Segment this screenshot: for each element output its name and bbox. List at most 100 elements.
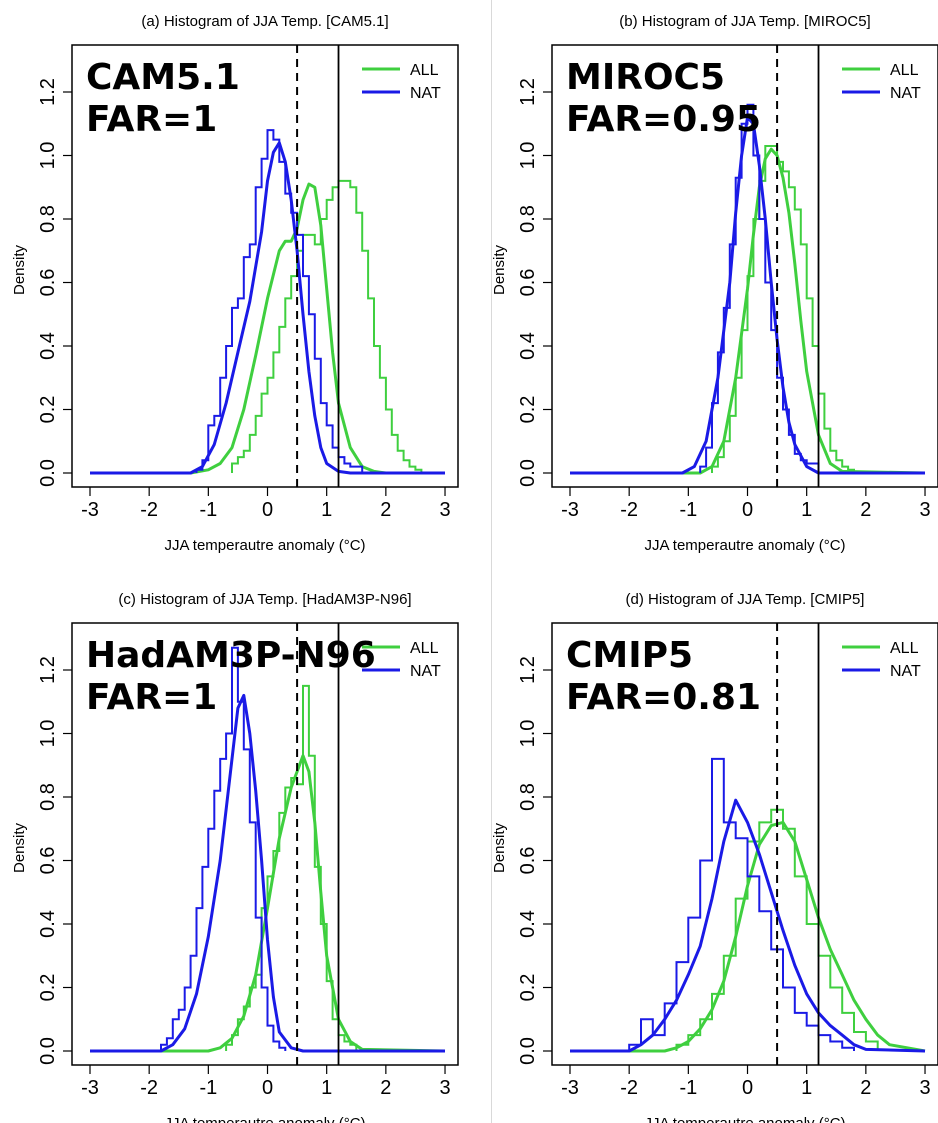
panel-c-x-tick-label: -1 [199, 1077, 217, 1099]
panel-d-plot-frame [551, 622, 938, 1066]
panel-a-x-tick-label: -1 [199, 499, 217, 521]
panel-b: (b) Histogram of JJA Temp. [MIROC5] -3 -2 -… [491, 13, 938, 554]
panel-c-y-tick-label: 0.4 [37, 910, 59, 938]
panel-c-y-axis-label: Density [11, 822, 28, 873]
panel-d-y-axis-label: Density [491, 822, 508, 873]
panel-c-x-tick-label: 0 [262, 1077, 273, 1099]
panel-c-plot-frame [71, 622, 459, 1066]
panel-d-legend-all-label: ALL [890, 640, 919, 657]
panel-d: (d) Histogram of JJA Temp. [CMIP5] -3 -2 -1… [491, 591, 938, 1123]
panel-b-nat-density-curve [570, 115, 925, 475]
panel-divider [491, 0, 492, 1123]
panel-d-y-tick-label: 1.2 [517, 656, 539, 684]
panel-a-y-tick-label: 0.0 [37, 459, 59, 487]
panel-b-x-tick-label: -3 [561, 499, 579, 521]
panel-a: (a) Histogram of JJA Temp. [CAM5.1] -3 -2 -… [11, 13, 459, 554]
panel-c-y-tick-label: 1.2 [37, 656, 59, 684]
panel-a-x-tick-label: -3 [81, 499, 99, 521]
panel-c-y-tick-label: 0.2 [37, 974, 59, 1002]
panel-b-x-tick-label: -2 [620, 499, 638, 521]
panel-d-legend-nat-label: NAT [890, 663, 921, 680]
panel-c-x-tick-label: -2 [140, 1077, 158, 1099]
panel-c-x-tick-label: 2 [380, 1077, 391, 1099]
panel-c-legend-nat-label: NAT [410, 663, 441, 680]
panel-b-x-tick-label: -1 [679, 499, 697, 521]
panel-c-x-tick-label: 3 [439, 1077, 450, 1099]
panel-b-legend-all-label: ALL [890, 62, 919, 79]
panel-a-x-tick-label: 0 [262, 499, 273, 521]
panel-d-x-tick-label: -2 [620, 1077, 638, 1099]
panel-d-x-tick-label: 1 [801, 1077, 812, 1099]
panel-a-all-density-curve [90, 182, 445, 475]
panel-a-x-tick-label: 2 [380, 499, 391, 521]
panel-a-y-tick-label: 1.2 [37, 78, 59, 106]
panel-a-all-histogram [231, 179, 423, 473]
panel-d-y-tick-label: 0.8 [517, 783, 539, 811]
panel-c-all-histogram [225, 684, 358, 1051]
panel-b-model-label: MIROC5 [566, 57, 725, 98]
panel-d-nat-density-curve [570, 798, 926, 1053]
panel-b-x-tick-label: 0 [742, 499, 753, 521]
panel-a-legend-all-label: ALL [410, 62, 439, 79]
panel-c-y-tick-label: 0.6 [37, 847, 59, 875]
panel-d-x-tick-label: -1 [679, 1077, 697, 1099]
panel-c-x-tick-label: -3 [81, 1077, 99, 1099]
panel-d-model-label: CMIP5 [566, 635, 693, 676]
panel-d-far-label: FAR=0.81 [566, 677, 761, 718]
panel-b-x-tick-label: 2 [860, 499, 871, 521]
panel-c-y-tick-label: 0.8 [37, 783, 59, 811]
panel-d-title: (d) Histogram of JJA Temp. [CMIP5] [626, 591, 865, 608]
panel-a-far-label: FAR=1 [86, 99, 217, 140]
panel-d-all-histogram [675, 808, 879, 1051]
panel-d-x-tick-label: 3 [919, 1077, 930, 1099]
panel-b-far-label: FAR=0.95 [566, 99, 761, 140]
panel-b-plot-frame [551, 44, 938, 488]
panel-c-far-label: FAR=1 [86, 677, 217, 718]
panel-a-x-tick-label: -2 [140, 499, 158, 521]
panel-c-x-axis-label: JJA temperautre anomaly (°C) [164, 1115, 365, 1123]
panel-b-y-tick-label: 1.0 [517, 142, 539, 170]
panel-b-y-axis-label: Density [491, 244, 508, 295]
panel-c-nat-density-curve [90, 693, 445, 1053]
panel-a-nat-histogram [195, 129, 364, 473]
panel-a-data-layer [90, 129, 445, 475]
panel-c-nat-histogram [160, 646, 287, 1051]
panel-d-x-tick-label: 0 [742, 1077, 753, 1099]
panel-b-legend-nat-label: NAT [890, 85, 921, 102]
panel-b-all-histogram [711, 145, 855, 473]
panel-d-y-tick-label: 0.0 [517, 1037, 539, 1065]
panel-b-y-tick-label: 0.2 [517, 396, 539, 424]
panel-d-y-tick-label: 0.6 [517, 847, 539, 875]
panel-c-data-layer [90, 646, 446, 1053]
panel-d-y-tick-label: 0.2 [517, 974, 539, 1002]
panel-a-x-axis-label: JJA temperautre anomaly (°C) [164, 537, 365, 554]
panel-d-x-tick-label: 2 [860, 1077, 871, 1099]
panel-a-y-tick-label: 0.2 [37, 396, 59, 424]
panel-d-y-tick-label: 1.0 [517, 720, 539, 748]
panel-c: (c) Histogram of JJA Temp. [HadAM3P-N96]… [11, 591, 459, 1123]
panel-c-title: (c) Histogram of JJA Temp. [HadAM3P-N96] [118, 591, 411, 608]
panel-c-y-tick-label: 1.0 [37, 720, 59, 748]
panel-b-y-tick-label: 0.4 [517, 332, 539, 360]
panel-a-y-tick-label: 1.0 [37, 142, 59, 170]
panel-a-y-tick-label: 0.4 [37, 332, 59, 360]
panel-a-nat-density-curve [90, 141, 445, 475]
panel-b-title: (b) Histogram of JJA Temp. [MIROC5] [619, 13, 870, 30]
panel-a-plot-frame [71, 44, 459, 488]
panel-a-legend-nat-label: NAT [410, 85, 441, 102]
panel-d-data-layer [570, 757, 926, 1053]
panel-b-all-density-curve [570, 147, 926, 475]
panel-d-x-tick-label: -3 [561, 1077, 579, 1099]
panel-b-x-axis-label: JJA temperautre anomaly (°C) [644, 537, 845, 554]
panel-c-model-label: HadAM3P-N96 [86, 635, 376, 676]
panel-c-legend-all-label: ALL [410, 640, 439, 657]
panel-d-x-axis-label: JJA temperautre anomaly (°C) [644, 1115, 845, 1123]
panel-b-y-tick-label: 0.0 [517, 459, 539, 487]
panel-b-y-tick-label: 1.2 [517, 78, 539, 106]
panel-b-y-tick-label: 0.8 [517, 205, 539, 233]
panel-b-x-tick-label: 3 [919, 499, 930, 521]
panel-d-y-tick-label: 0.4 [517, 910, 539, 938]
panel-a-x-tick-label: 1 [321, 499, 332, 521]
